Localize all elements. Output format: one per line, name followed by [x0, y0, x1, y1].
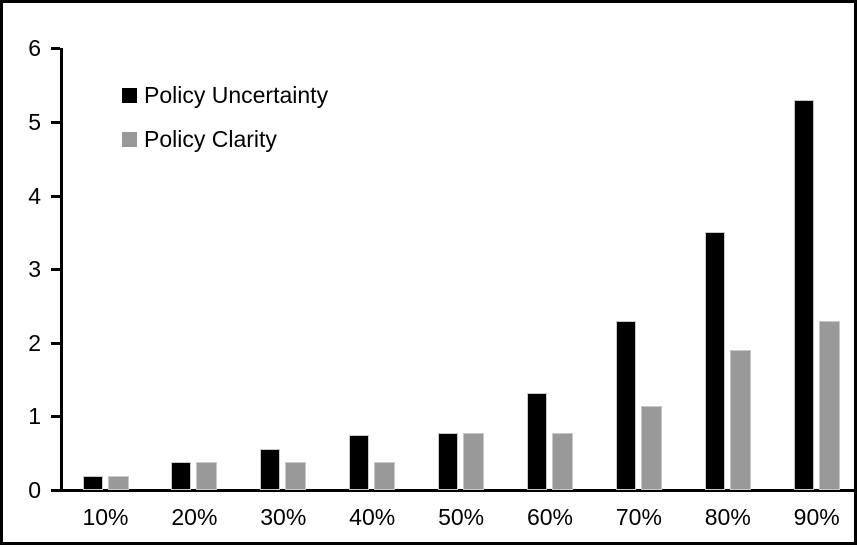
y-axis-line	[60, 48, 63, 492]
bar-policy-clarity-40%	[374, 462, 396, 490]
bar-policy-clarity-80%	[729, 350, 751, 490]
bar-policy-clarity-60%	[552, 433, 573, 490]
bar-policy-clarity-10%	[107, 476, 129, 490]
y-tick-mark	[51, 489, 60, 492]
y-tick-mark	[51, 341, 60, 345]
bar-policy-uncertainty-10%	[82, 476, 103, 490]
x-tick-label: 40%	[349, 504, 396, 530]
bar-policy-uncertainty-60%	[527, 392, 547, 490]
x-tick-label: 80%	[704, 504, 751, 530]
bar-policy-uncertainty-30%	[260, 448, 281, 490]
y-tick-label: 5	[28, 109, 41, 135]
y-tick-label: 3	[28, 256, 41, 283]
x-tick-label: 10%	[82, 504, 129, 530]
bar-policy-clarity-20%	[196, 462, 218, 490]
y-tick-label: 0	[28, 477, 41, 503]
bar-policy-uncertainty-90%	[793, 99, 814, 490]
bar-policy-clarity-30%	[285, 462, 307, 490]
plot-area: 0 1 2 3 4 5 6 10% 20% 30% 40% 50% 60% 70% 80% 90%	[3, 3, 857, 548]
y-tick-mark	[51, 415, 60, 419]
x-tick-label: 30%	[260, 504, 307, 530]
legend-item-policy-clarity: Policy Clarity	[122, 126, 328, 152]
bar-policy-clarity-70%	[640, 406, 662, 490]
x-tick-label: 20%	[171, 504, 218, 530]
legend-label-policy-uncertainty: Policy Uncertainty	[144, 82, 329, 108]
x-axis-line	[60, 489, 856, 492]
legend: Policy Uncertainty Policy Clarity	[122, 82, 328, 152]
y-tick-label: 2	[28, 329, 41, 356]
y-tick-mark	[51, 121, 60, 124]
y-tick-mark	[51, 194, 60, 198]
x-tick-label: 60%	[526, 504, 574, 530]
y-tick-label: 1	[28, 403, 41, 430]
y-tick-label: 4	[28, 182, 41, 209]
bar-policy-uncertainty-70%	[615, 320, 636, 490]
x-tick-label: 50%	[438, 504, 485, 530]
bar-policy-uncertainty-50%	[438, 433, 459, 490]
legend-item-policy-uncertainty: Policy Uncertainty	[122, 82, 328, 108]
legend-marker-policy-uncertainty-icon	[122, 87, 137, 103]
bar-policy-uncertainty-40%	[349, 434, 370, 490]
legend-label-policy-clarity: Policy Clarity	[144, 126, 277, 152]
bar-policy-clarity-90%	[818, 320, 840, 490]
y-tick-mark	[51, 268, 60, 272]
x-tick-label: 90%	[793, 504, 840, 530]
y-tick-mark	[51, 47, 60, 51]
x-tick-label: 70%	[615, 504, 662, 530]
bar-policy-uncertainty-80%	[704, 232, 725, 490]
legend-marker-policy-clarity-icon	[122, 131, 137, 147]
bar-policy-uncertainty-20%	[171, 462, 192, 490]
y-tick-label: 6	[28, 35, 41, 62]
bar-policy-clarity-50%	[463, 433, 485, 490]
